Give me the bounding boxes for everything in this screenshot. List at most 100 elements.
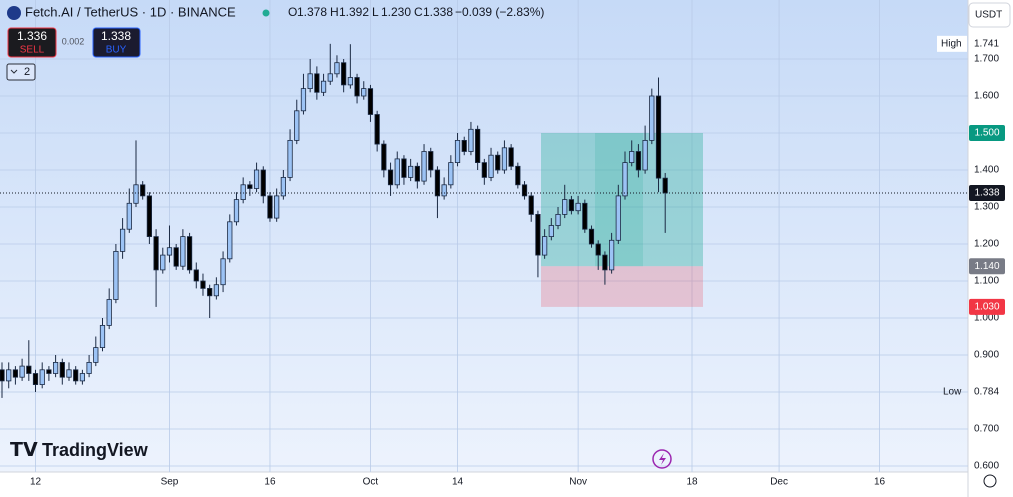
candle-body [26, 365, 32, 374]
candle-body [595, 243, 601, 256]
spread: 0.002 [62, 36, 85, 46]
candle-body [200, 280, 206, 289]
candle-body [133, 184, 139, 204]
candle-body [287, 139, 293, 178]
y-tick-label: 0.700 [974, 424, 999, 435]
stop-tag-label: 1.030 [974, 302, 999, 313]
buy-label: BUY [106, 45, 127, 56]
price-axis-background [968, 0, 1013, 497]
candle-body [367, 88, 374, 115]
candle-body [146, 195, 152, 237]
candle-body [160, 254, 166, 271]
candle-body [434, 169, 441, 197]
low-marker-name: Low [943, 387, 962, 398]
candle-body [401, 158, 407, 178]
candle-body [622, 162, 628, 197]
candle-body [334, 62, 340, 75]
settings-icon[interactable] [983, 474, 997, 488]
candle-body [381, 143, 387, 171]
ohlc-value: 1.378 [297, 5, 327, 19]
candle-body [233, 199, 240, 223]
candle-body [662, 177, 668, 194]
candle-body [555, 213, 561, 226]
target-tag-label: 1.500 [974, 128, 999, 139]
y-tick-label: 1.200 [974, 239, 999, 250]
high-marker-tag [969, 35, 1005, 52]
candle-body [475, 128, 481, 164]
sell-button[interactable] [7, 27, 57, 58]
candle-body [126, 202, 132, 230]
ohlc-key: H [330, 5, 339, 19]
high-marker-box [937, 35, 967, 52]
candle-body [106, 299, 112, 326]
candle-body [387, 169, 394, 186]
candle-body [140, 184, 146, 197]
y-tick-label: 0.900 [974, 350, 999, 361]
x-tick-label: Sep [161, 477, 179, 488]
x-tick-label: 12 [30, 477, 42, 488]
candle-body [609, 239, 615, 271]
candle-body [629, 151, 635, 163]
symbol-title[interactable]: Fetch.AI / TetherUS · 1D · BINANCE [25, 4, 236, 19]
candle-body [220, 258, 226, 286]
y-tick-label: 1.600 [974, 91, 999, 102]
candle-body [515, 165, 521, 186]
ohlc-value: 1.230 [381, 5, 411, 19]
candle-body [448, 162, 454, 186]
x-tick-label: Dec [770, 477, 788, 488]
candle-body [588, 228, 595, 245]
candle-body [481, 162, 487, 178]
events-icon[interactable] [652, 449, 672, 469]
time-axis-background [0, 472, 968, 497]
candle-body [294, 110, 300, 141]
candle-body [267, 195, 273, 219]
symbol-logo[interactable] [7, 6, 21, 20]
candle-body [39, 369, 45, 385]
brand-name: TradingView [42, 440, 149, 460]
stop-zone [541, 266, 703, 307]
candle-body [542, 236, 548, 256]
sell-price: 1.336 [17, 29, 47, 43]
lightning [659, 453, 666, 465]
brand-logo: 𝗧𝗩 [10, 440, 38, 461]
currency-button[interactable] [968, 2, 1011, 28]
candle-body [46, 369, 52, 374]
candle-body [93, 347, 99, 363]
candle-body [260, 169, 266, 197]
entry-tag-label: 1.140 [974, 261, 999, 272]
change: −0.039 (−2.83%) [455, 5, 544, 19]
ohlc-value: 1.338 [423, 5, 453, 19]
candle-body [213, 284, 219, 297]
candle-body [314, 73, 320, 93]
candle-body [602, 254, 608, 271]
candle-body [207, 287, 213, 297]
low-marker-label: 0.784 [974, 387, 999, 398]
candle-body [99, 324, 106, 348]
ohlc-key: C [414, 5, 423, 19]
candle-body [428, 151, 434, 171]
indicator-toggle[interactable] [6, 63, 36, 81]
candle-body [113, 250, 119, 300]
candle-body [253, 169, 260, 189]
currency: USDT [975, 10, 1002, 21]
buy-button[interactable] [92, 27, 141, 58]
y-tick-label: 0.600 [974, 461, 999, 472]
candle-body [501, 147, 508, 171]
candle-body [441, 184, 447, 197]
candle-body [535, 213, 541, 256]
x-tick-label: 16 [264, 477, 276, 488]
candle-body [548, 225, 554, 237]
candle-body [414, 165, 420, 182]
candle-body [52, 361, 59, 374]
candle-body [0, 369, 5, 382]
candle-body [615, 195, 621, 241]
market-status [262, 9, 270, 17]
candle-body [19, 365, 25, 378]
candle-body [280, 176, 286, 197]
chevron [10, 69, 18, 74]
high-marker-label: 1.741 [974, 38, 999, 49]
candle-body [488, 154, 494, 178]
candle-body [394, 158, 400, 186]
candle-body [6, 369, 12, 382]
candle-body [66, 369, 72, 378]
